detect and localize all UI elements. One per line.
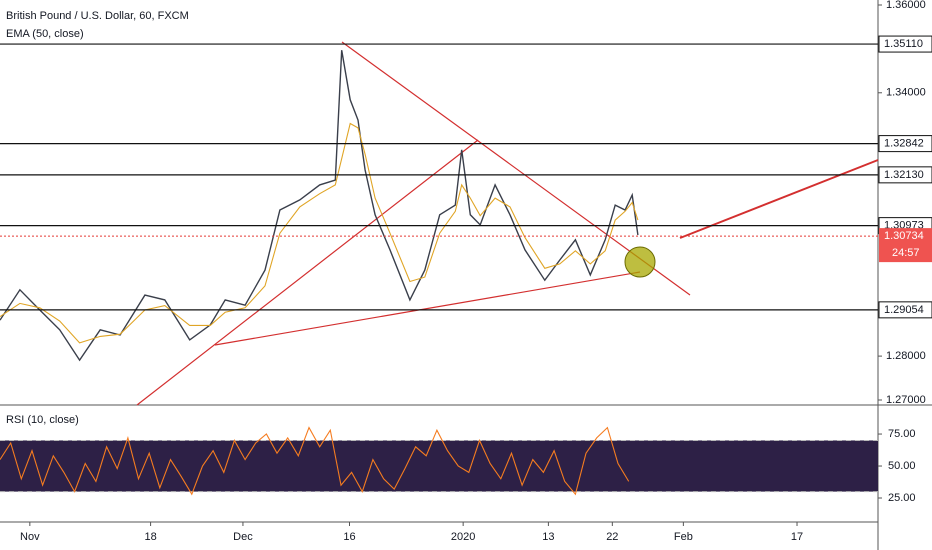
x-tick-label: Feb bbox=[674, 531, 693, 543]
x-tick-label: 13 bbox=[542, 531, 554, 543]
chart-title: British Pound / U.S. Dollar, 60, FXCM bbox=[6, 10, 189, 22]
x-tick-label: 18 bbox=[144, 531, 156, 543]
x-tick-label: 17 bbox=[791, 531, 803, 543]
current-price-label: 1.30734 bbox=[884, 230, 924, 242]
y-tick-label: 50.00 bbox=[888, 460, 916, 472]
trend-line bbox=[136, 139, 479, 406]
legend-entry: EMA (50, close) bbox=[6, 28, 84, 40]
y-tick-label: 1.28000 bbox=[886, 350, 926, 362]
drawings bbox=[136, 41, 879, 406]
level-label: 1.29054 bbox=[884, 304, 924, 316]
y-tick-label: 75.00 bbox=[888, 428, 916, 440]
x-tick-label: 2020 bbox=[451, 531, 475, 543]
level-label-box bbox=[878, 35, 932, 53]
level-label: 1.32130 bbox=[884, 169, 924, 181]
level-label-box bbox=[878, 301, 932, 319]
level-label-box bbox=[878, 135, 932, 153]
x-tick-label: 22 bbox=[606, 531, 618, 543]
countdown: 24:57 bbox=[892, 247, 920, 259]
current-price-box bbox=[879, 228, 932, 263]
x-tick-label: 16 bbox=[343, 531, 355, 543]
arrow-line bbox=[679, 159, 879, 239]
legend-entry: RSI (10, close) bbox=[6, 414, 79, 426]
y-tick-label: 1.34000 bbox=[886, 87, 926, 99]
y-tick-label: 1.36000 bbox=[886, 0, 926, 11]
series-line bbox=[0, 426, 630, 496]
level-label: 1.32842 bbox=[884, 138, 924, 150]
level-label: 1.35110 bbox=[884, 38, 923, 50]
series-line bbox=[0, 50, 639, 362]
level-label-box bbox=[878, 166, 932, 184]
rsi-band bbox=[0, 440, 878, 492]
x-tick-label: Nov bbox=[20, 531, 40, 543]
trend-line bbox=[214, 271, 641, 346]
x-tick-label: Dec bbox=[233, 531, 253, 543]
y-tick-label: 1.27000 bbox=[886, 394, 926, 406]
highlight-circle bbox=[624, 246, 656, 278]
y-tick-label: 25.00 bbox=[888, 492, 916, 504]
